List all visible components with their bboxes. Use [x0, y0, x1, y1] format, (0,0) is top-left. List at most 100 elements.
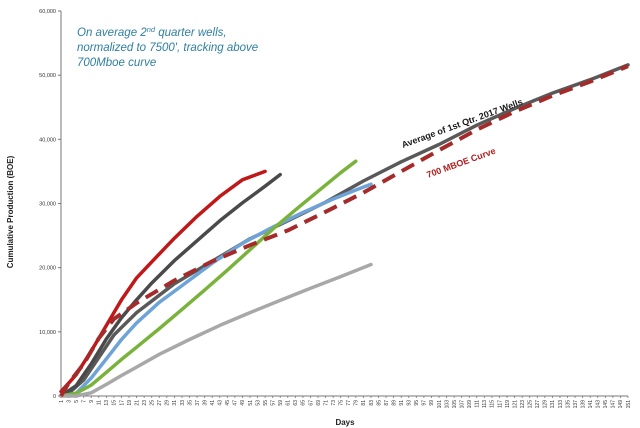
x-tick-label: 101 [437, 400, 443, 409]
y-tick-label: 60,000 [39, 9, 56, 15]
x-tick-label: 151 [626, 400, 632, 409]
x-tick-label: 81 [361, 400, 367, 406]
mboe-curve-label: 700 MBOE Curve [425, 146, 497, 180]
annotation-line-1a: On average 2 [77, 27, 147, 39]
y-tick-label: 30,000 [39, 202, 56, 208]
x-tick-label: 137 [573, 400, 579, 409]
x-tick-label: 31 [172, 400, 178, 406]
x-tick-label: 67 [308, 400, 314, 406]
x-tick-label: 99 [429, 400, 435, 406]
x-tick-label: 7 [81, 400, 87, 403]
x-tick-label: 59 [278, 400, 284, 406]
y-tick-label: 0 [53, 394, 56, 400]
y-tick-label: 40,000 [39, 137, 56, 143]
x-tick-label: 39 [202, 400, 208, 406]
x-tick-label: 57 [270, 400, 276, 406]
annotation-line-3: 700Mboe curve [77, 57, 156, 69]
x-tick-label: 117 [497, 400, 503, 408]
x-tick-label: 21 [134, 400, 140, 406]
x-tick-label: 121 [512, 400, 518, 409]
x-tick-label: 19 [127, 400, 133, 406]
x-tick-label: 47 [233, 400, 239, 406]
average-curve-label: Average of 1st Qtr. 2017 Wells [400, 97, 524, 150]
y-axis-title: Cumulative Production (BOE) [6, 155, 15, 268]
x-tick-label: 97 [422, 400, 428, 406]
x-tick-label: 1 [59, 400, 65, 403]
annotation-line-1-sup: nd [147, 25, 156, 34]
x-tick-label: 123 [520, 400, 526, 409]
x-tick-label: 37 [195, 400, 201, 406]
x-tick-label: 9 [89, 400, 95, 403]
x-axis-ticks: 1 3 5 7 9 11 13 15 17 19 21 23 25 27 29 31 33 35 37 39 41 43 4… [59, 396, 632, 408]
x-tick-label: 27 [157, 400, 163, 406]
x-tick-label: 89 [391, 400, 397, 406]
annotation-line-1b: quarter wells, [155, 27, 227, 39]
x-tick-label: 131 [550, 400, 556, 409]
x-axis-title: Days [335, 418, 355, 427]
x-tick-label: 93 [407, 400, 413, 406]
x-tick-label: 75 [339, 400, 345, 406]
x-tick-label: 125 [528, 400, 534, 409]
annotation-line-2: normalized to 7500', tracking above [77, 42, 258, 54]
x-tick-label: 85 [376, 400, 382, 406]
series-line-2 [59, 169, 267, 394]
series-line-0 [59, 64, 629, 398]
y-tick-label: 10,000 [39, 330, 56, 336]
x-tick-label: 129 [543, 400, 549, 409]
x-tick-label: 145 [603, 400, 609, 409]
x-tick-label: 45 [225, 400, 231, 406]
x-tick-label: 51 [248, 400, 254, 406]
x-tick-label: 65 [301, 400, 307, 406]
x-tick-label: 73 [331, 400, 337, 406]
x-tick-label: 107 [459, 400, 465, 409]
series-line-5 [59, 159, 358, 398]
x-tick-label: 135 [565, 400, 571, 409]
x-tick-label: 71 [323, 400, 329, 406]
x-tick-label: 133 [558, 400, 564, 409]
x-tick-label: 105 [452, 400, 458, 409]
x-tick-label: 111 [475, 400, 481, 408]
x-tick-label: 23 [142, 400, 148, 406]
x-tick-label: 139 [580, 400, 586, 409]
x-tick-label: 83 [369, 400, 375, 406]
x-tick-label: 115 [490, 400, 496, 408]
x-tick-label: 127 [535, 400, 541, 409]
x-tick-label: 77 [346, 400, 352, 406]
x-tick-label: 69 [316, 400, 322, 406]
x-tick-label: 5 [74, 400, 80, 403]
x-tick-label: 41 [210, 400, 216, 406]
series-line-6 [59, 262, 373, 398]
series-group [59, 63, 630, 398]
x-tick-label: 3 [66, 400, 72, 403]
x-tick-label: 113 [482, 400, 488, 408]
x-tick-label: 33 [180, 400, 186, 406]
y-axis-ticks: 0 10,000 20,000 30,000 40,000 50,000 60,000 [39, 9, 61, 400]
x-tick-label: 87 [384, 400, 390, 406]
y-tick-label: 20,000 [39, 266, 56, 272]
x-tick-label: 43 [218, 400, 224, 406]
y-tick-label: 50,000 [39, 73, 56, 79]
x-tick-label: 53 [255, 400, 261, 406]
x-tick-label: 141 [588, 400, 594, 409]
x-tick-label: 15 [112, 400, 118, 406]
x-tick-label: 147 [611, 400, 617, 409]
x-tick-label: 11 [97, 400, 103, 405]
x-tick-label: 109 [467, 400, 473, 409]
x-tick-label: 149 [618, 400, 624, 409]
x-tick-label: 13 [104, 400, 110, 406]
x-tick-label: 49 [240, 400, 246, 406]
x-tick-label: 63 [293, 400, 299, 406]
x-tick-label: 29 [165, 400, 171, 406]
annotation-note: On average 2nd quarter wells, normalized… [77, 25, 261, 69]
series-line-3 [59, 172, 282, 398]
series-line-1 [59, 63, 630, 398]
x-tick-label: 35 [187, 400, 193, 406]
x-tick-label: 61 [286, 400, 292, 406]
x-tick-label: 95 [414, 400, 420, 406]
x-tick-label: 119 [505, 400, 511, 408]
x-tick-label: 55 [263, 400, 269, 406]
x-tick-label: 17 [119, 400, 125, 406]
x-tick-label: 91 [399, 400, 405, 406]
x-tick-label: 79 [354, 400, 360, 406]
